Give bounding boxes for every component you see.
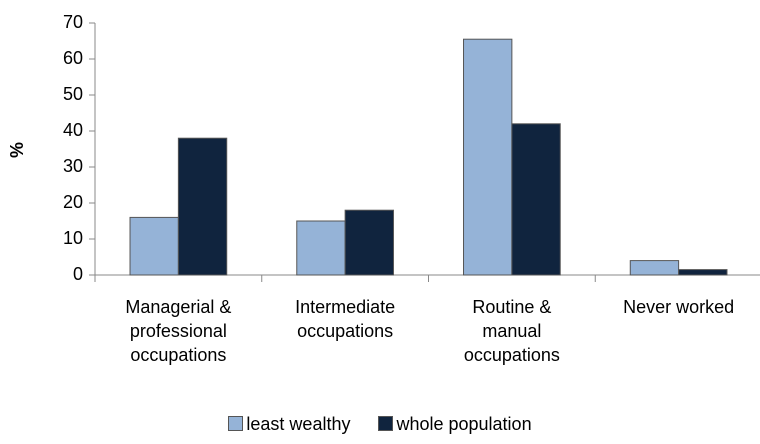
bar [296, 220, 346, 276]
legend-item: least wealthy [228, 414, 350, 435]
y-tick-label: 0 [73, 264, 83, 284]
bar [177, 137, 228, 276]
bar [629, 260, 680, 276]
y-tick-label: 40 [63, 120, 83, 140]
bar [463, 38, 513, 276]
bar [344, 209, 394, 276]
y-tick-label: 20 [63, 192, 83, 212]
x-tick-label: Managerial & professional occupations [125, 297, 232, 365]
legend: least wealthy whole population [0, 414, 760, 435]
y-tick-label: 30 [63, 156, 83, 176]
y-tick-label: 60 [63, 48, 83, 68]
bar [678, 269, 728, 276]
y-tick-label: 10 [63, 228, 83, 248]
legend-label: whole population [396, 414, 532, 434]
bar [129, 216, 179, 276]
legend-label: least wealthy [246, 414, 351, 434]
x-tick-label: Never worked [623, 297, 735, 317]
y-axis-label: % [7, 142, 27, 158]
legend-item: whole population [378, 414, 532, 435]
legend-swatch [228, 416, 244, 431]
y-tick-label: 50 [63, 84, 83, 104]
legend-swatch [378, 416, 394, 431]
x-tick-label: Intermediate occupations [295, 297, 396, 341]
y-tick-label: 70 [63, 12, 83, 32]
bar [511, 123, 561, 276]
x-tick-label: Routine & manual occupations [463, 297, 560, 365]
